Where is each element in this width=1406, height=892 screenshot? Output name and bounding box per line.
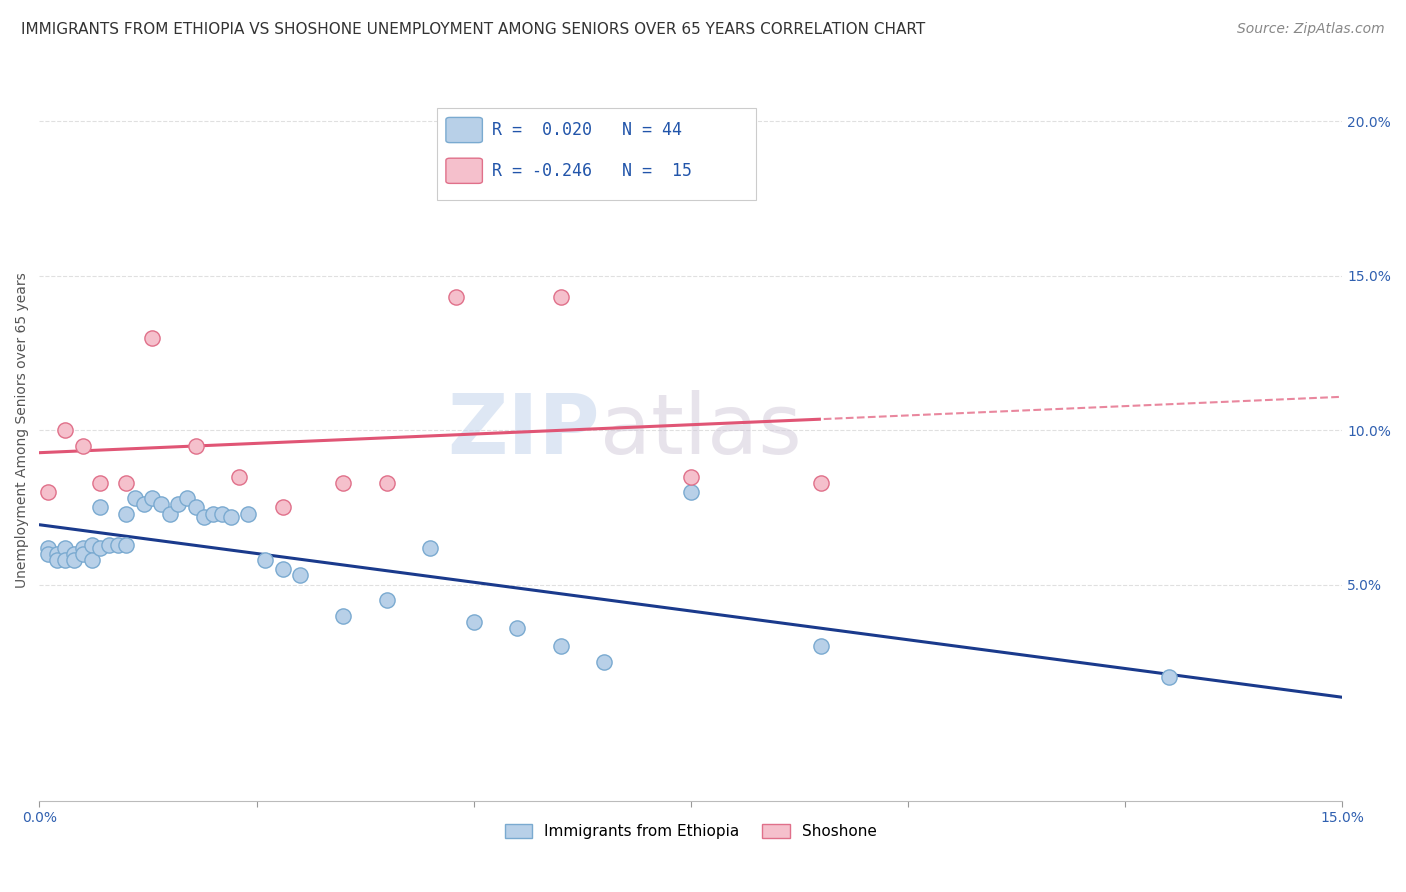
Point bbox=[271, 562, 294, 576]
Point bbox=[141, 330, 163, 344]
Point bbox=[37, 485, 59, 500]
Point bbox=[167, 497, 190, 511]
Point bbox=[679, 485, 702, 500]
Point bbox=[80, 553, 103, 567]
Point bbox=[89, 500, 111, 515]
Point bbox=[254, 553, 277, 567]
Point bbox=[211, 507, 233, 521]
Point bbox=[550, 640, 572, 654]
Point bbox=[184, 439, 207, 453]
Point bbox=[288, 568, 311, 582]
Point bbox=[107, 537, 129, 551]
Point bbox=[463, 615, 485, 629]
Point bbox=[332, 608, 354, 623]
FancyBboxPatch shape bbox=[437, 108, 756, 201]
Point bbox=[228, 469, 250, 483]
Point bbox=[332, 475, 354, 490]
Point bbox=[45, 547, 67, 561]
Point bbox=[80, 537, 103, 551]
Point bbox=[219, 509, 242, 524]
Point bbox=[97, 537, 120, 551]
Point bbox=[593, 655, 616, 669]
Text: IMMIGRANTS FROM ETHIOPIA VS SHOSHONE UNEMPLOYMENT AMONG SENIORS OVER 65 YEARS CO: IMMIGRANTS FROM ETHIOPIA VS SHOSHONE UNE… bbox=[21, 22, 925, 37]
Point bbox=[202, 507, 225, 521]
Point bbox=[45, 553, 67, 567]
Text: ZIP: ZIP bbox=[447, 390, 599, 471]
Point bbox=[159, 507, 181, 521]
Point bbox=[236, 507, 259, 521]
Point bbox=[115, 475, 138, 490]
Point bbox=[141, 491, 163, 506]
Point bbox=[679, 469, 702, 483]
Point bbox=[132, 497, 155, 511]
Point bbox=[72, 547, 94, 561]
Text: R = -0.246   N =  15: R = -0.246 N = 15 bbox=[492, 161, 692, 180]
Point bbox=[55, 553, 77, 567]
Point bbox=[184, 500, 207, 515]
Point bbox=[115, 507, 138, 521]
Point bbox=[550, 290, 572, 304]
Point bbox=[63, 547, 86, 561]
Point bbox=[63, 553, 86, 567]
Point bbox=[810, 475, 832, 490]
Point bbox=[89, 541, 111, 555]
FancyBboxPatch shape bbox=[446, 158, 482, 184]
Text: atlas: atlas bbox=[599, 390, 801, 471]
Point bbox=[115, 537, 138, 551]
Point bbox=[810, 640, 832, 654]
Point bbox=[72, 541, 94, 555]
Point bbox=[72, 439, 94, 453]
Point bbox=[506, 621, 529, 635]
Point bbox=[124, 491, 146, 506]
Point bbox=[419, 541, 441, 555]
Point bbox=[375, 475, 398, 490]
Point bbox=[271, 500, 294, 515]
Y-axis label: Unemployment Among Seniors over 65 years: Unemployment Among Seniors over 65 years bbox=[15, 272, 30, 588]
Point bbox=[150, 497, 173, 511]
Point bbox=[55, 541, 77, 555]
FancyBboxPatch shape bbox=[446, 118, 482, 143]
Text: R =  0.020   N = 44: R = 0.020 N = 44 bbox=[492, 121, 682, 139]
Point bbox=[55, 423, 77, 437]
Point bbox=[37, 547, 59, 561]
Point bbox=[37, 541, 59, 555]
Point bbox=[1157, 670, 1180, 684]
Point bbox=[193, 509, 215, 524]
Point bbox=[446, 290, 468, 304]
Legend: Immigrants from Ethiopia, Shoshone: Immigrants from Ethiopia, Shoshone bbox=[499, 818, 883, 845]
Point bbox=[375, 593, 398, 607]
Point bbox=[89, 475, 111, 490]
Point bbox=[176, 491, 198, 506]
Text: Source: ZipAtlas.com: Source: ZipAtlas.com bbox=[1237, 22, 1385, 37]
